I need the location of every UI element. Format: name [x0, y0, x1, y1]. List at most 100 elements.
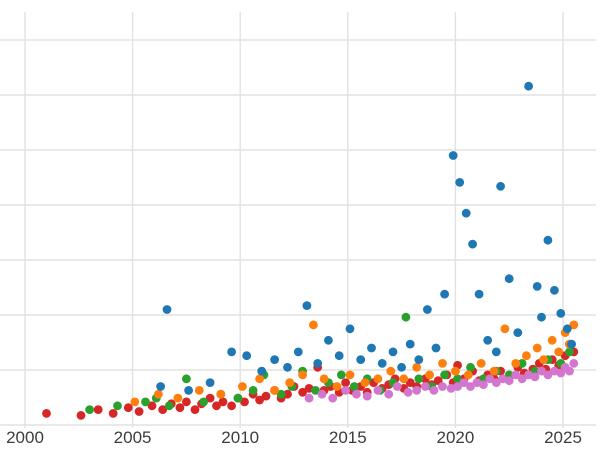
series-orange-point [569, 320, 579, 330]
series-red-point [76, 411, 86, 420]
series-red-point [158, 405, 168, 414]
series-red-point [283, 389, 292, 399]
series-violet-point [466, 382, 475, 391]
series-orange-point [373, 374, 383, 384]
series-red-point [175, 403, 185, 413]
series-red-point [227, 401, 237, 411]
series-red-point [134, 407, 144, 416]
series-orange-point [332, 382, 342, 391]
series-red-point [405, 378, 415, 387]
series-blue-point [483, 335, 493, 345]
series-red-point [123, 403, 133, 413]
series-green-point [466, 362, 475, 372]
series-green-point [517, 359, 527, 368]
x-tick-label: 2020 [436, 428, 474, 447]
series-orange-point [522, 351, 531, 361]
series-orange-point [532, 343, 542, 353]
series-red-point [261, 391, 271, 401]
series-green-point [141, 397, 150, 407]
series-blue-point [156, 382, 166, 391]
series-blue-point [468, 239, 477, 249]
series-violet-point [485, 374, 495, 384]
series-red-point [341, 378, 350, 387]
series-blue-point [532, 282, 542, 291]
series-blue-point [414, 355, 424, 364]
series-orange-point [319, 374, 329, 384]
series-blue-point [431, 343, 441, 353]
series-blue-point [334, 351, 344, 361]
series-orange-point [489, 366, 499, 376]
series-green-point [453, 374, 462, 384]
series-blue-point [550, 285, 559, 295]
series-blue-point [367, 343, 376, 353]
series-blue-point [440, 289, 449, 299]
x-tick-label: 2005 [114, 428, 152, 447]
series-violet-point [537, 366, 546, 376]
series-blue-point [257, 366, 267, 376]
series-orange-point [238, 382, 247, 391]
x-tick-label: 2000 [6, 428, 44, 447]
series-orange-point [285, 378, 295, 387]
series-blue-point [405, 339, 415, 349]
series-blue-point [162, 305, 172, 314]
series-blue-point [504, 274, 514, 284]
series-blue-point [377, 359, 387, 368]
series-red-point [298, 387, 307, 397]
series-orange-point [216, 389, 226, 399]
series-violet-point [304, 393, 314, 403]
series-red-point [205, 393, 215, 403]
series-red-point [240, 397, 249, 407]
series-green-point [311, 386, 320, 395]
series-blue-point [242, 351, 252, 361]
series-violet-point [459, 378, 469, 387]
series-violet-point [403, 387, 413, 397]
series-green-point [182, 374, 191, 384]
series-blue-point [423, 305, 432, 314]
series-green-point [85, 405, 94, 414]
series-violet-point [362, 391, 372, 401]
series-orange-point [425, 370, 434, 380]
series-violet-point [517, 374, 527, 384]
series-orange-point [255, 374, 264, 384]
series-orange-point [360, 378, 370, 387]
series-red-point [42, 409, 51, 418]
series-green-point [414, 374, 424, 384]
series-violet-point [569, 359, 579, 368]
series-blue-point [537, 312, 546, 322]
series-blue-point [227, 347, 237, 357]
series-blue-point [184, 386, 194, 395]
series-violet-point [384, 389, 394, 399]
series-blue-point [455, 178, 465, 187]
series-violet-point [438, 382, 447, 391]
series-orange-point [194, 386, 204, 395]
series-violet-point [479, 380, 488, 389]
series-green-point [349, 382, 359, 391]
series-violet-point [491, 378, 501, 387]
series-orange-point [309, 320, 318, 330]
x-tick-label: 2015 [329, 428, 367, 447]
series-orange-point [173, 393, 183, 403]
series-green-point [276, 389, 286, 399]
series-green-point [248, 386, 258, 395]
series-violet-point [429, 386, 439, 395]
series-orange-point [554, 347, 564, 357]
series-orange-point [154, 389, 163, 399]
series-violet-point [412, 386, 422, 395]
series-blue-point [345, 324, 355, 334]
series-orange-point [476, 359, 486, 368]
series-red-point [108, 409, 118, 418]
series-green-point [336, 370, 346, 380]
series-green-point [233, 393, 243, 403]
series-red-point [255, 395, 264, 405]
series-red-point [190, 405, 200, 414]
series-green-point [440, 370, 449, 380]
series-orange-point [438, 359, 447, 368]
series-violet-point [341, 386, 350, 395]
series-blue-point [324, 335, 333, 345]
series-green-point [113, 401, 122, 411]
series-blue-point [293, 347, 303, 357]
series-violet-point [352, 389, 361, 399]
series-blue-point [543, 235, 553, 245]
